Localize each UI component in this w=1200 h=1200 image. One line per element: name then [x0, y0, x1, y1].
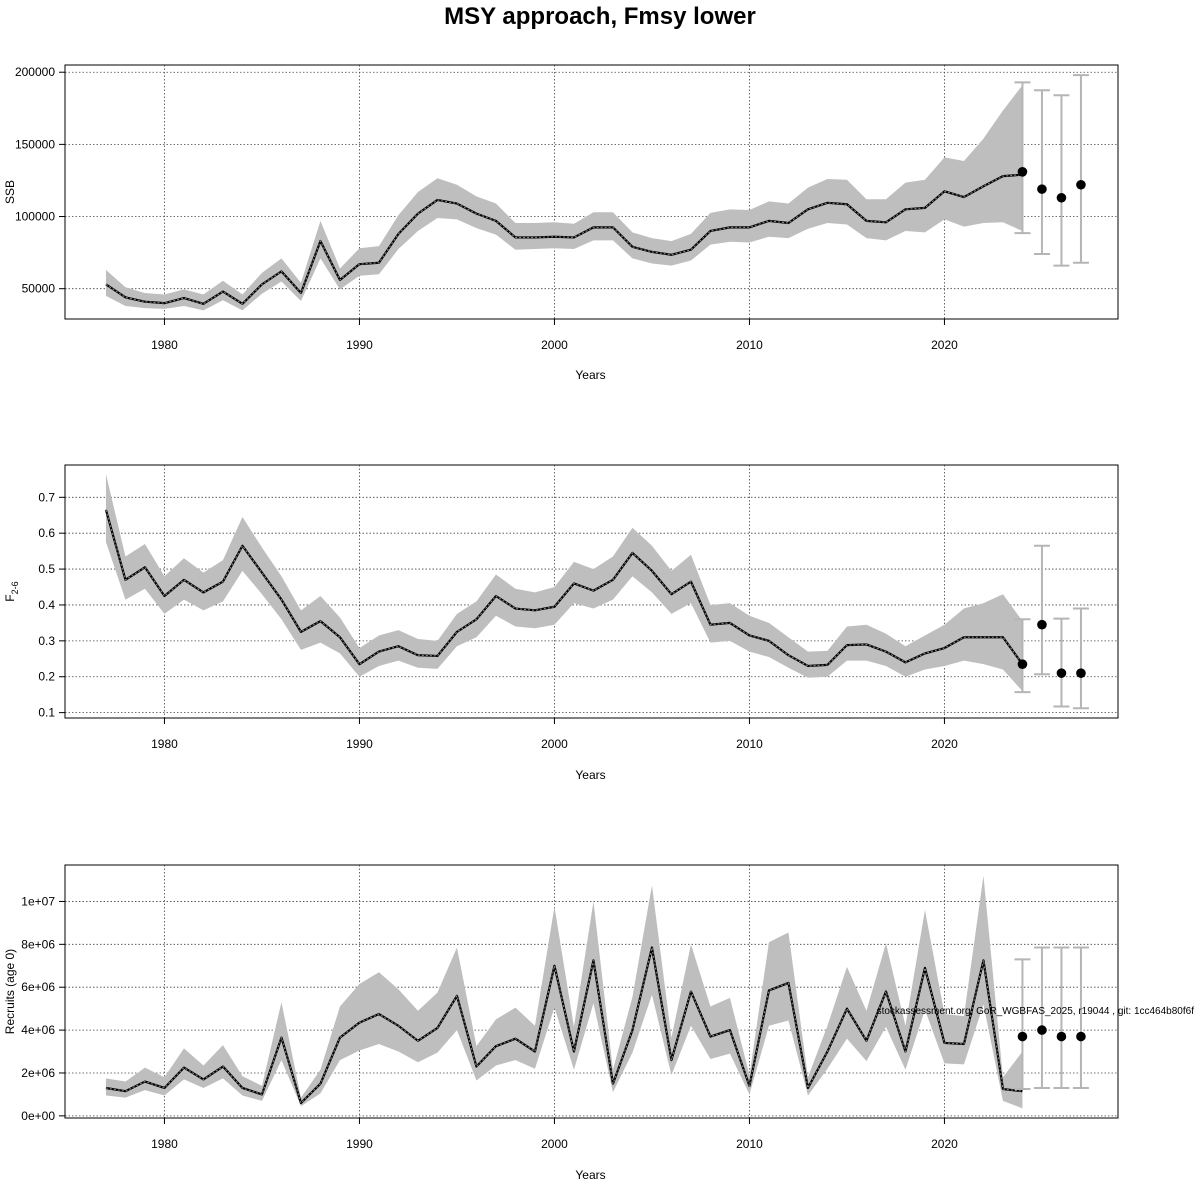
y-tick-label: 8e+06 — [21, 937, 55, 951]
x-tick-label: 2020 — [931, 737, 958, 751]
forecast-point — [1076, 668, 1086, 678]
forecast-errorbar — [1033, 544, 1050, 676]
x-tick-label: 2010 — [736, 338, 763, 352]
y-axis-title-main: F — [3, 594, 17, 601]
y-tick-label: 0.4 — [38, 598, 55, 612]
y-tick-label: 0.3 — [38, 634, 55, 648]
plot-frame — [64, 464, 1119, 719]
x-axis-title: Years — [575, 368, 605, 382]
forecast-errorbar — [1053, 946, 1070, 1089]
panels: 1980 1990 2000 2010 2020 50000 100000 150000 200… — [3, 64, 1119, 1182]
y-tick-label: 0.1 — [38, 706, 55, 720]
x-tick-label: 1980 — [151, 1137, 178, 1151]
y-tick-label: 0.6 — [38, 526, 55, 540]
x-tick-label: 2020 — [931, 338, 958, 352]
y-axis-title: Recruits (age 0) — [3, 949, 17, 1034]
y-tick-label: 150000 — [15, 137, 55, 151]
x-tick-label: 2010 — [736, 737, 763, 751]
y-tick-label: 200000 — [15, 65, 55, 79]
y-tick-label: 0e+00 — [21, 1109, 55, 1123]
y-tick-label: 6e+06 — [21, 980, 55, 994]
x-tick-label: 2000 — [541, 1137, 568, 1151]
forecast-errorbar — [1053, 617, 1070, 708]
forecast-errorbar — [1014, 81, 1031, 235]
estimate-line-dotted — [105, 947, 1023, 1104]
forecast-point — [1017, 1031, 1028, 1042]
x-tick-label: 2020 — [931, 1137, 958, 1151]
x-tick-label: 1990 — [346, 338, 373, 352]
forecast-errorbar — [1014, 958, 1031, 1091]
y-tick-label: 0.7 — [38, 490, 55, 504]
x-tick-label: 2000 — [541, 737, 568, 751]
forecast-point — [1076, 1031, 1086, 1042]
forecast-point — [1017, 166, 1028, 177]
y-tick-label: 0.5 — [38, 562, 55, 576]
x-tick-label: 1980 — [151, 737, 178, 751]
y-tick-label: 50000 — [22, 282, 56, 296]
estimate-line-dotted — [105, 509, 1023, 667]
forecast-point — [1037, 1025, 1047, 1035]
forecast-point — [1037, 619, 1047, 630]
forecast-errorbar — [1014, 618, 1031, 694]
x-axis-title: Years — [575, 768, 605, 782]
x-tick-label: 2010 — [736, 1137, 763, 1151]
plot-frame — [64, 864, 1119, 1119]
forecast-point — [1076, 179, 1086, 190]
y-tick-label: 1e+07 — [21, 894, 55, 908]
forecast-errorbar — [1053, 94, 1070, 267]
forecast-point — [1056, 192, 1067, 203]
forecast-errorbar — [1033, 89, 1050, 256]
forecast-point — [1017, 659, 1028, 669]
estimate-line-dotted — [105, 174, 1023, 305]
watermark-text: stockassessment.org, GoR_WGBFAS_2025, r1… — [877, 1006, 1195, 1017]
chart-title: MSY approach, Fmsy lower — [444, 3, 756, 30]
x-tick-label: 1990 — [346, 1137, 373, 1151]
forecast-point — [1037, 184, 1047, 194]
x-axis-title: Years — [575, 1168, 605, 1182]
x-tick-label: 2000 — [541, 338, 568, 352]
forecast-point — [1056, 668, 1067, 678]
x-tick-label: 1980 — [151, 338, 178, 352]
y-axis-title: SSB — [3, 180, 17, 204]
y-tick-label: 2e+06 — [21, 1066, 55, 1080]
y-tick-label: 0.2 — [38, 670, 55, 684]
forecast-errorbar — [1072, 607, 1089, 710]
y-axis-title: F2-6 — [3, 581, 20, 601]
panel-2: 1980 1990 2000 2010 2020 0.1 0.2 0.3 0.4 0.5 0.6 0.… — [3, 464, 1119, 782]
forecast-errorbar — [1072, 946, 1089, 1089]
y-tick-label: 4e+06 — [21, 1023, 55, 1037]
plot-frame — [64, 64, 1119, 320]
confidence-band — [105, 473, 1023, 692]
confidence-band — [105, 85, 1023, 311]
panel-1: 1980 1990 2000 2010 2020 50000 100000 150000 200… — [3, 64, 1119, 382]
forecast-point — [1056, 1031, 1067, 1042]
forecast-errorbar — [1033, 946, 1050, 1089]
panel-3: 1980 1990 2000 2010 2020 0e+00 2e+06 4e+06 6e+06… — [3, 864, 1119, 1182]
y-axis-title-subscript: 2-6 — [10, 581, 20, 594]
forecast-errorbar — [1072, 74, 1089, 264]
x-tick-label: 1990 — [346, 737, 373, 751]
y-tick-label: 100000 — [15, 210, 55, 224]
